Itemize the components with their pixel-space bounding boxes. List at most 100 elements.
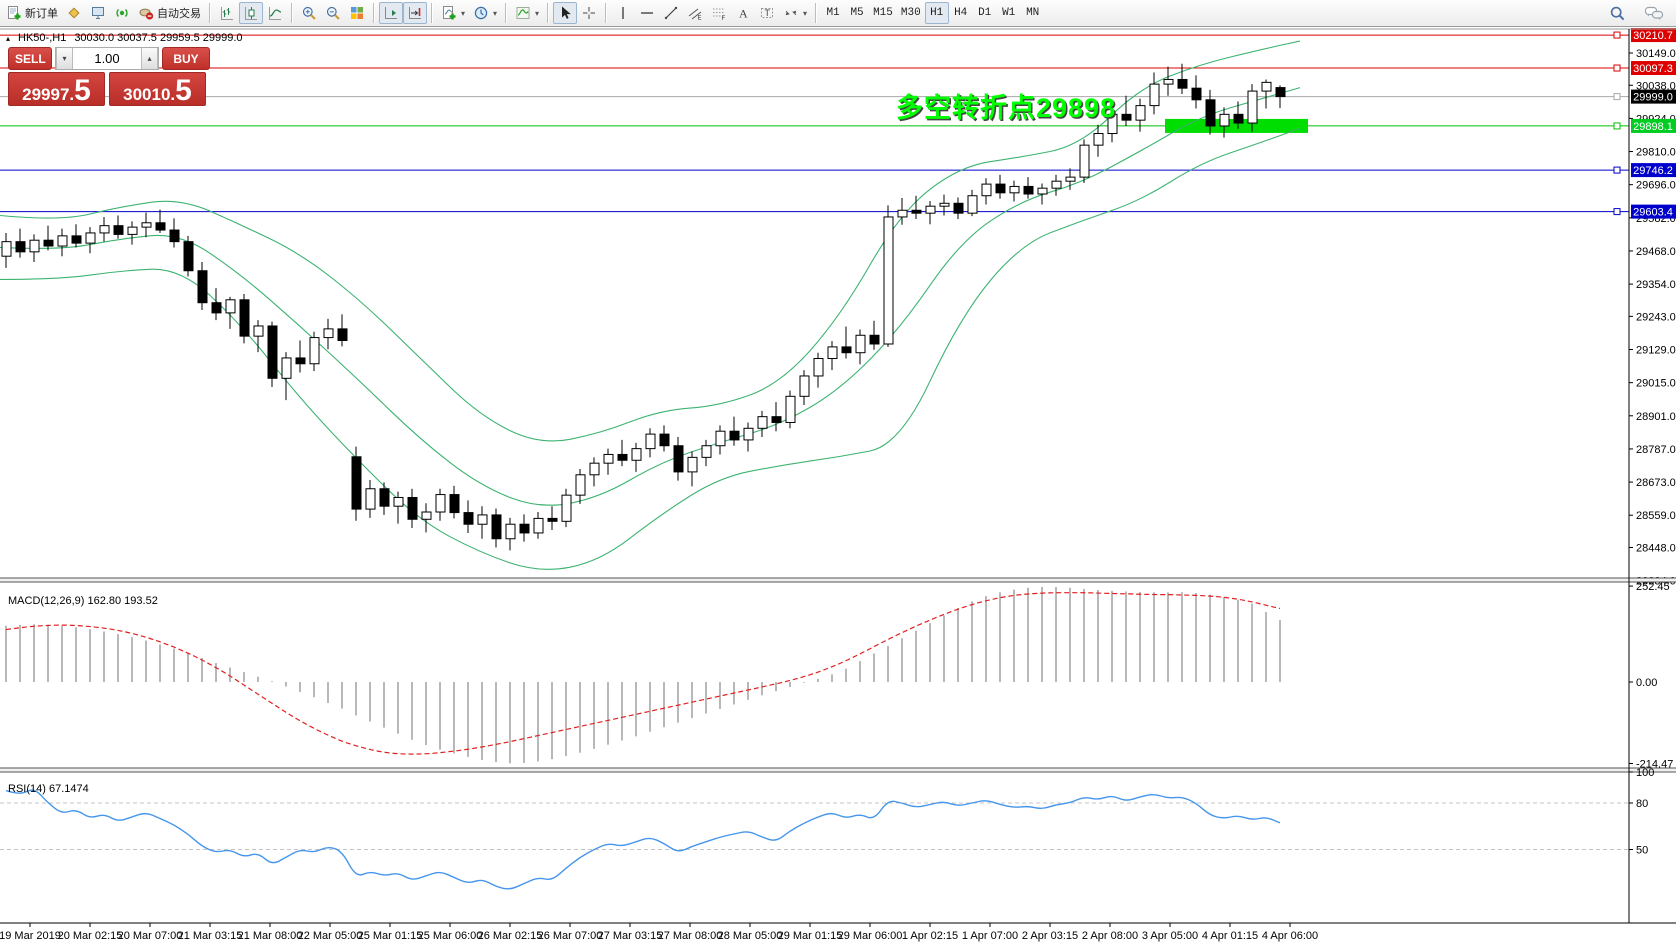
text-icon: A bbox=[735, 5, 751, 21]
candle-bear bbox=[15, 241, 26, 253]
time-tick-label: 3 Apr 05:00 bbox=[1142, 930, 1198, 942]
candle-bear bbox=[953, 202, 964, 214]
chart-canvas[interactable]: 30149.030038.029924.029810.029696.029582… bbox=[0, 28, 1676, 948]
tf-w1-button[interactable]: W1 bbox=[997, 2, 1021, 24]
time-tick-label: 29 Mar 01:15 bbox=[778, 930, 843, 942]
arrow-tools-button[interactable]: ▾ bbox=[779, 2, 811, 24]
crosshair-button[interactable] bbox=[577, 2, 601, 24]
support-highlight-zone bbox=[1165, 118, 1308, 133]
line-chart-button[interactable] bbox=[263, 2, 287, 24]
text-label-icon: T bbox=[759, 5, 775, 21]
tf-m15-label: M15 bbox=[873, 7, 893, 19]
tf-h4-button[interactable]: H4 bbox=[949, 2, 973, 24]
macd-label: MACD(12,26,9) 162.80 193.52 bbox=[8, 595, 158, 607]
search-icon bbox=[1609, 5, 1626, 22]
vertical-line-button[interactable] bbox=[611, 2, 635, 24]
templates-button[interactable]: ▾ bbox=[511, 2, 543, 24]
volume-decrease-button[interactable]: ▾ bbox=[56, 48, 73, 69]
tile-windows-button[interactable] bbox=[345, 2, 369, 24]
equidistant-channel-button[interactable]: E bbox=[683, 2, 707, 24]
text-button[interactable]: A bbox=[731, 2, 755, 24]
candle-bull bbox=[1093, 133, 1104, 146]
candle-bull bbox=[603, 453, 614, 464]
market-watch-icon bbox=[90, 5, 106, 21]
candle-bull bbox=[589, 462, 600, 476]
chat-button[interactable] bbox=[1640, 2, 1668, 24]
metaeditor-button[interactable] bbox=[62, 2, 86, 24]
candle-bull bbox=[57, 235, 68, 247]
candle-bear bbox=[183, 241, 194, 272]
level-line-anchor bbox=[1613, 208, 1621, 216]
price-chip-label: 30097.3 bbox=[1633, 63, 1673, 75]
price-tick-label: 29129.0 bbox=[1636, 345, 1676, 357]
tf-m1-button[interactable]: M1 bbox=[821, 2, 845, 24]
candle-bear bbox=[1205, 99, 1216, 127]
horizontal-line-button[interactable] bbox=[635, 2, 659, 24]
volume-increase-button[interactable]: ▴ bbox=[141, 48, 158, 69]
time-tick-label: 4 Apr 01:15 bbox=[1202, 930, 1258, 942]
bar-chart-icon bbox=[219, 5, 235, 21]
zoom-in-button[interactable] bbox=[297, 2, 321, 24]
candle-bull bbox=[883, 216, 894, 345]
zoom-in-icon bbox=[301, 5, 317, 21]
text-label-button[interactable]: T bbox=[755, 2, 779, 24]
tf-m1-label: M1 bbox=[826, 7, 840, 19]
new-chart-button[interactable]: ▾ bbox=[437, 2, 469, 24]
toolbar-separator bbox=[291, 3, 293, 23]
time-tick-label: 2 Apr 03:15 bbox=[1022, 930, 1078, 942]
candle-bear bbox=[659, 433, 670, 447]
collapse-triangle-icon[interactable]: ▴ bbox=[6, 33, 11, 43]
candle-bull bbox=[127, 226, 138, 235]
bar-chart-button[interactable] bbox=[215, 2, 239, 24]
tf-w1-label: W1 bbox=[1002, 7, 1016, 19]
new-chart-icon bbox=[441, 5, 457, 21]
sell-button[interactable]: SELL bbox=[8, 47, 52, 70]
bollinger-middle-band bbox=[0, 87, 1301, 506]
tf-h1-button[interactable]: H1 bbox=[924, 2, 949, 24]
trend-line-icon bbox=[663, 5, 679, 21]
time-tick-label: 27 Mar 08:00 bbox=[658, 930, 723, 942]
chart-shift-button[interactable] bbox=[403, 2, 427, 24]
periods-button[interactable]: ▾ bbox=[469, 2, 501, 24]
autotrading-button[interactable]: 自动交易 bbox=[134, 2, 205, 24]
price-chip-label: 29999.0 bbox=[1633, 92, 1673, 104]
tf-m15-button[interactable]: M15 bbox=[869, 2, 897, 24]
price-tick-label: 29468.0 bbox=[1636, 246, 1676, 258]
candle-bull bbox=[701, 445, 712, 458]
time-tick-label: 25 Mar 06:00 bbox=[418, 930, 483, 942]
candle-bull bbox=[1247, 90, 1258, 124]
candle-bull bbox=[813, 358, 824, 377]
new-order-icon bbox=[6, 5, 22, 21]
price-chip-29603.4 bbox=[1631, 204, 1676, 219]
zoom-out-button[interactable] bbox=[321, 2, 345, 24]
cursor-button[interactable] bbox=[553, 2, 578, 24]
candlestick-button[interactable] bbox=[239, 2, 263, 24]
tf-d1-button[interactable]: D1 bbox=[973, 2, 997, 24]
candle-bear bbox=[911, 209, 922, 214]
candle-bull bbox=[1079, 144, 1090, 178]
candle-bull bbox=[99, 225, 110, 234]
buy-price[interactable]: 30010. 5 bbox=[109, 72, 206, 106]
trend-line-button[interactable] bbox=[659, 2, 683, 24]
candle-bear bbox=[43, 239, 54, 247]
fibonacci-icon: F bbox=[711, 5, 727, 21]
rsi-tick-label: 80 bbox=[1636, 798, 1648, 810]
pane-separator[interactable] bbox=[0, 578, 1676, 582]
market-watch-button[interactable] bbox=[86, 2, 110, 24]
buy-button[interactable]: BUY bbox=[162, 47, 210, 70]
pane-separator[interactable] bbox=[0, 768, 1676, 772]
search-button[interactable] bbox=[1605, 2, 1630, 24]
candle-bear bbox=[771, 416, 782, 423]
tf-m30-button[interactable]: M30 bbox=[897, 2, 925, 24]
volume-input[interactable]: 1.00 bbox=[73, 48, 141, 69]
candle-bear bbox=[267, 325, 278, 379]
signals-button[interactable] bbox=[110, 2, 134, 24]
fibonacci-button[interactable]: F bbox=[707, 2, 731, 24]
tf-mn-button[interactable]: MN bbox=[1021, 2, 1045, 24]
new-order-button[interactable]: 新订单 bbox=[2, 2, 62, 24]
auto-scroll-button[interactable] bbox=[379, 2, 403, 24]
tf-m5-button[interactable]: M5 bbox=[845, 2, 869, 24]
candle-bull bbox=[925, 205, 936, 214]
sell-price[interactable]: 29997. 5 bbox=[8, 72, 105, 106]
candle-bear bbox=[519, 523, 530, 534]
